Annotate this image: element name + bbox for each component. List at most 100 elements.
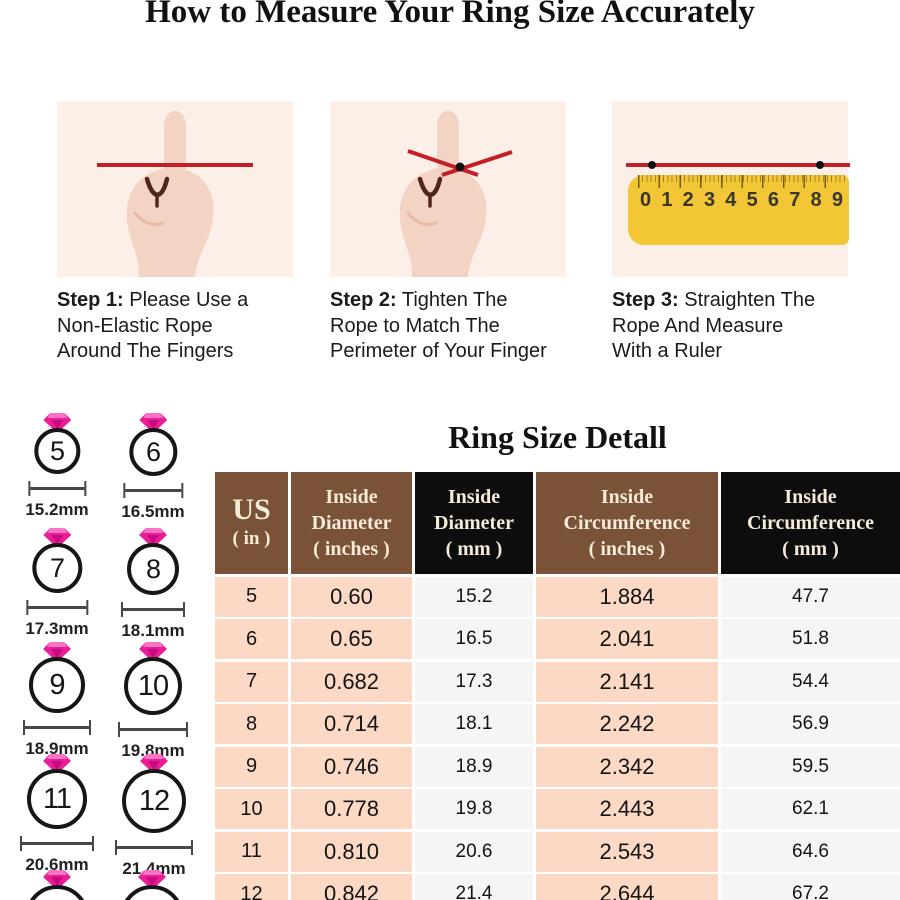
step1-caption: Step 1: Please Use a Non-Elastic Rope Ar… — [57, 289, 249, 362]
table-title: Ring Size Detall — [448, 419, 667, 455]
diamond-icon — [43, 642, 71, 662]
table-cell: 5 — [215, 576, 288, 617]
table-cell: 20.6 — [415, 831, 533, 872]
table-cell: 12 — [215, 874, 288, 900]
measure-bracket-icon — [20, 836, 94, 851]
ruler-number: 4 — [725, 189, 737, 211]
ring-diameter-label: 15.2mm — [25, 500, 89, 519]
table-cell: 0.746 — [291, 746, 412, 787]
ring-size-number: 8 — [145, 553, 161, 584]
ring-size-number: 11 — [42, 782, 72, 815]
table-cell: 2.443 — [536, 789, 718, 829]
diamond-icon — [43, 754, 71, 774]
col-header-inside-circumference-mm: Inside Circumference ( mm ) — [721, 472, 900, 574]
table-cell: 8 — [215, 704, 288, 744]
ring-icon-size-7: 7 17.3mm — [25, 527, 89, 639]
hand-pointing-icon — [399, 111, 513, 277]
diamond-icon — [42, 413, 71, 433]
step3-caption: Step 3: Straighten The Rope And Measure … — [612, 289, 816, 362]
ruler-number: 0 — [640, 189, 652, 211]
ring-diameter-label: 18.9mm — [25, 739, 89, 758]
col-header-inside-diameter-mm: Inside Diameter ( mm ) — [415, 472, 533, 574]
rope-cross-line — [407, 149, 479, 177]
table-cell: 0.65 — [291, 619, 412, 659]
measure-bracket-icon — [27, 481, 86, 496]
diamond-icon — [139, 642, 167, 662]
ring-diameter-label: 19.8mm — [121, 741, 185, 760]
ruler-ticks — [638, 175, 845, 188]
ruler-number: 8 — [810, 189, 822, 211]
ring-diameter-label: 17.3mm — [25, 619, 89, 638]
table-cell: 0.60 — [291, 576, 412, 617]
ring-icon-size-9: 9 18.9mm — [23, 641, 91, 759]
measure-bracket-icon — [25, 600, 88, 615]
table-cell: 10 — [215, 789, 288, 829]
table-cell: 51.8 — [721, 619, 900, 659]
table-cell: 2.141 — [536, 661, 718, 702]
rope-knot-dot — [455, 162, 465, 172]
ring-size-number: 10 — [137, 669, 169, 702]
table-cell: 18.9 — [415, 746, 533, 787]
diamond-icon — [140, 754, 168, 774]
diamond-icon — [138, 870, 166, 890]
ring-size-number: 5 — [49, 435, 65, 466]
ring-size-number: 12 — [138, 784, 170, 817]
table-cell: 21.4 — [415, 874, 533, 900]
col-header-us: US ( in ) — [215, 472, 288, 574]
table-cell: 2.543 — [536, 831, 718, 872]
table-cell: 2.342 — [536, 746, 718, 787]
table-cell: 7 — [215, 661, 288, 702]
page-title: How to Measure Your Ring Size Accurately — [145, 0, 755, 30]
table-cell: 1.884 — [536, 576, 718, 617]
diamond-icon — [138, 413, 167, 433]
step-label: Step 1: — [57, 289, 124, 311]
ring-icon-size-5: 5 15.2mm — [25, 412, 89, 520]
ring-icon-size-11: 11 20.6mm — [20, 753, 94, 875]
ring-icon-size-6: 6 16.5mm — [121, 412, 185, 522]
measure-bracket-icon — [23, 720, 91, 735]
ruler-icon: 0 1 2 3 4 5 6 7 8 9 — [628, 175, 849, 245]
table-cell: 59.5 — [721, 746, 900, 787]
measure-bracket-icon — [118, 722, 188, 737]
measure-bracket-icon — [122, 483, 183, 498]
table-cell: 0.778 — [291, 789, 412, 829]
table-cell: 17.3 — [415, 661, 533, 702]
ruler-number: 5 — [746, 189, 758, 211]
ring-icon-partial — [120, 869, 184, 900]
step2-caption: Step 2: Tighten The Rope to Match The Pe… — [330, 289, 547, 362]
table-cell: 15.2 — [415, 576, 533, 617]
ruler-number: 9 — [831, 189, 843, 211]
table-cell: 54.4 — [721, 661, 900, 702]
ring-size-number: 9 — [49, 668, 65, 701]
step-label: Step 2: — [330, 289, 397, 311]
measure-bracket-icon — [121, 602, 185, 617]
ring-diameter-label: 20.6mm — [25, 855, 89, 874]
ring-diameter-label: 16.5mm — [121, 502, 185, 521]
step2-illustration — [330, 101, 566, 277]
ring-diameter-label: 18.1mm — [121, 621, 185, 640]
ruler-number: 3 — [703, 189, 716, 211]
table-cell: 56.9 — [721, 704, 900, 744]
ruler-numbers: 0 1 2 3 4 5 6 7 8 9 — [640, 189, 843, 212]
ruler-number: 1 — [661, 189, 673, 211]
table-cell: 2.041 — [536, 619, 718, 659]
table-cell: 0.682 — [291, 661, 412, 702]
step-label: Step 3: — [612, 289, 679, 311]
table-cell: 9 — [215, 746, 288, 787]
table-cell: 18.1 — [415, 704, 533, 744]
ring-diameter-label: 21.4mm — [122, 859, 186, 878]
rope-mark-dot — [816, 161, 824, 169]
table-cell: 6 — [215, 619, 288, 659]
step3-illustration: 0 1 2 3 4 5 6 7 8 9 — [612, 101, 850, 277]
rope-mark-dot — [648, 161, 656, 169]
ruler-number: 2 — [682, 189, 694, 211]
diamond-icon — [139, 528, 167, 548]
table-cell: 2.644 — [536, 874, 718, 900]
table-cell: 67.2 — [721, 874, 900, 900]
table-cell: 62.1 — [721, 789, 900, 829]
diamond-icon — [42, 528, 71, 548]
rope-line — [626, 163, 850, 167]
measure-bracket-icon — [115, 840, 193, 855]
table-cell: 11 — [215, 831, 288, 872]
